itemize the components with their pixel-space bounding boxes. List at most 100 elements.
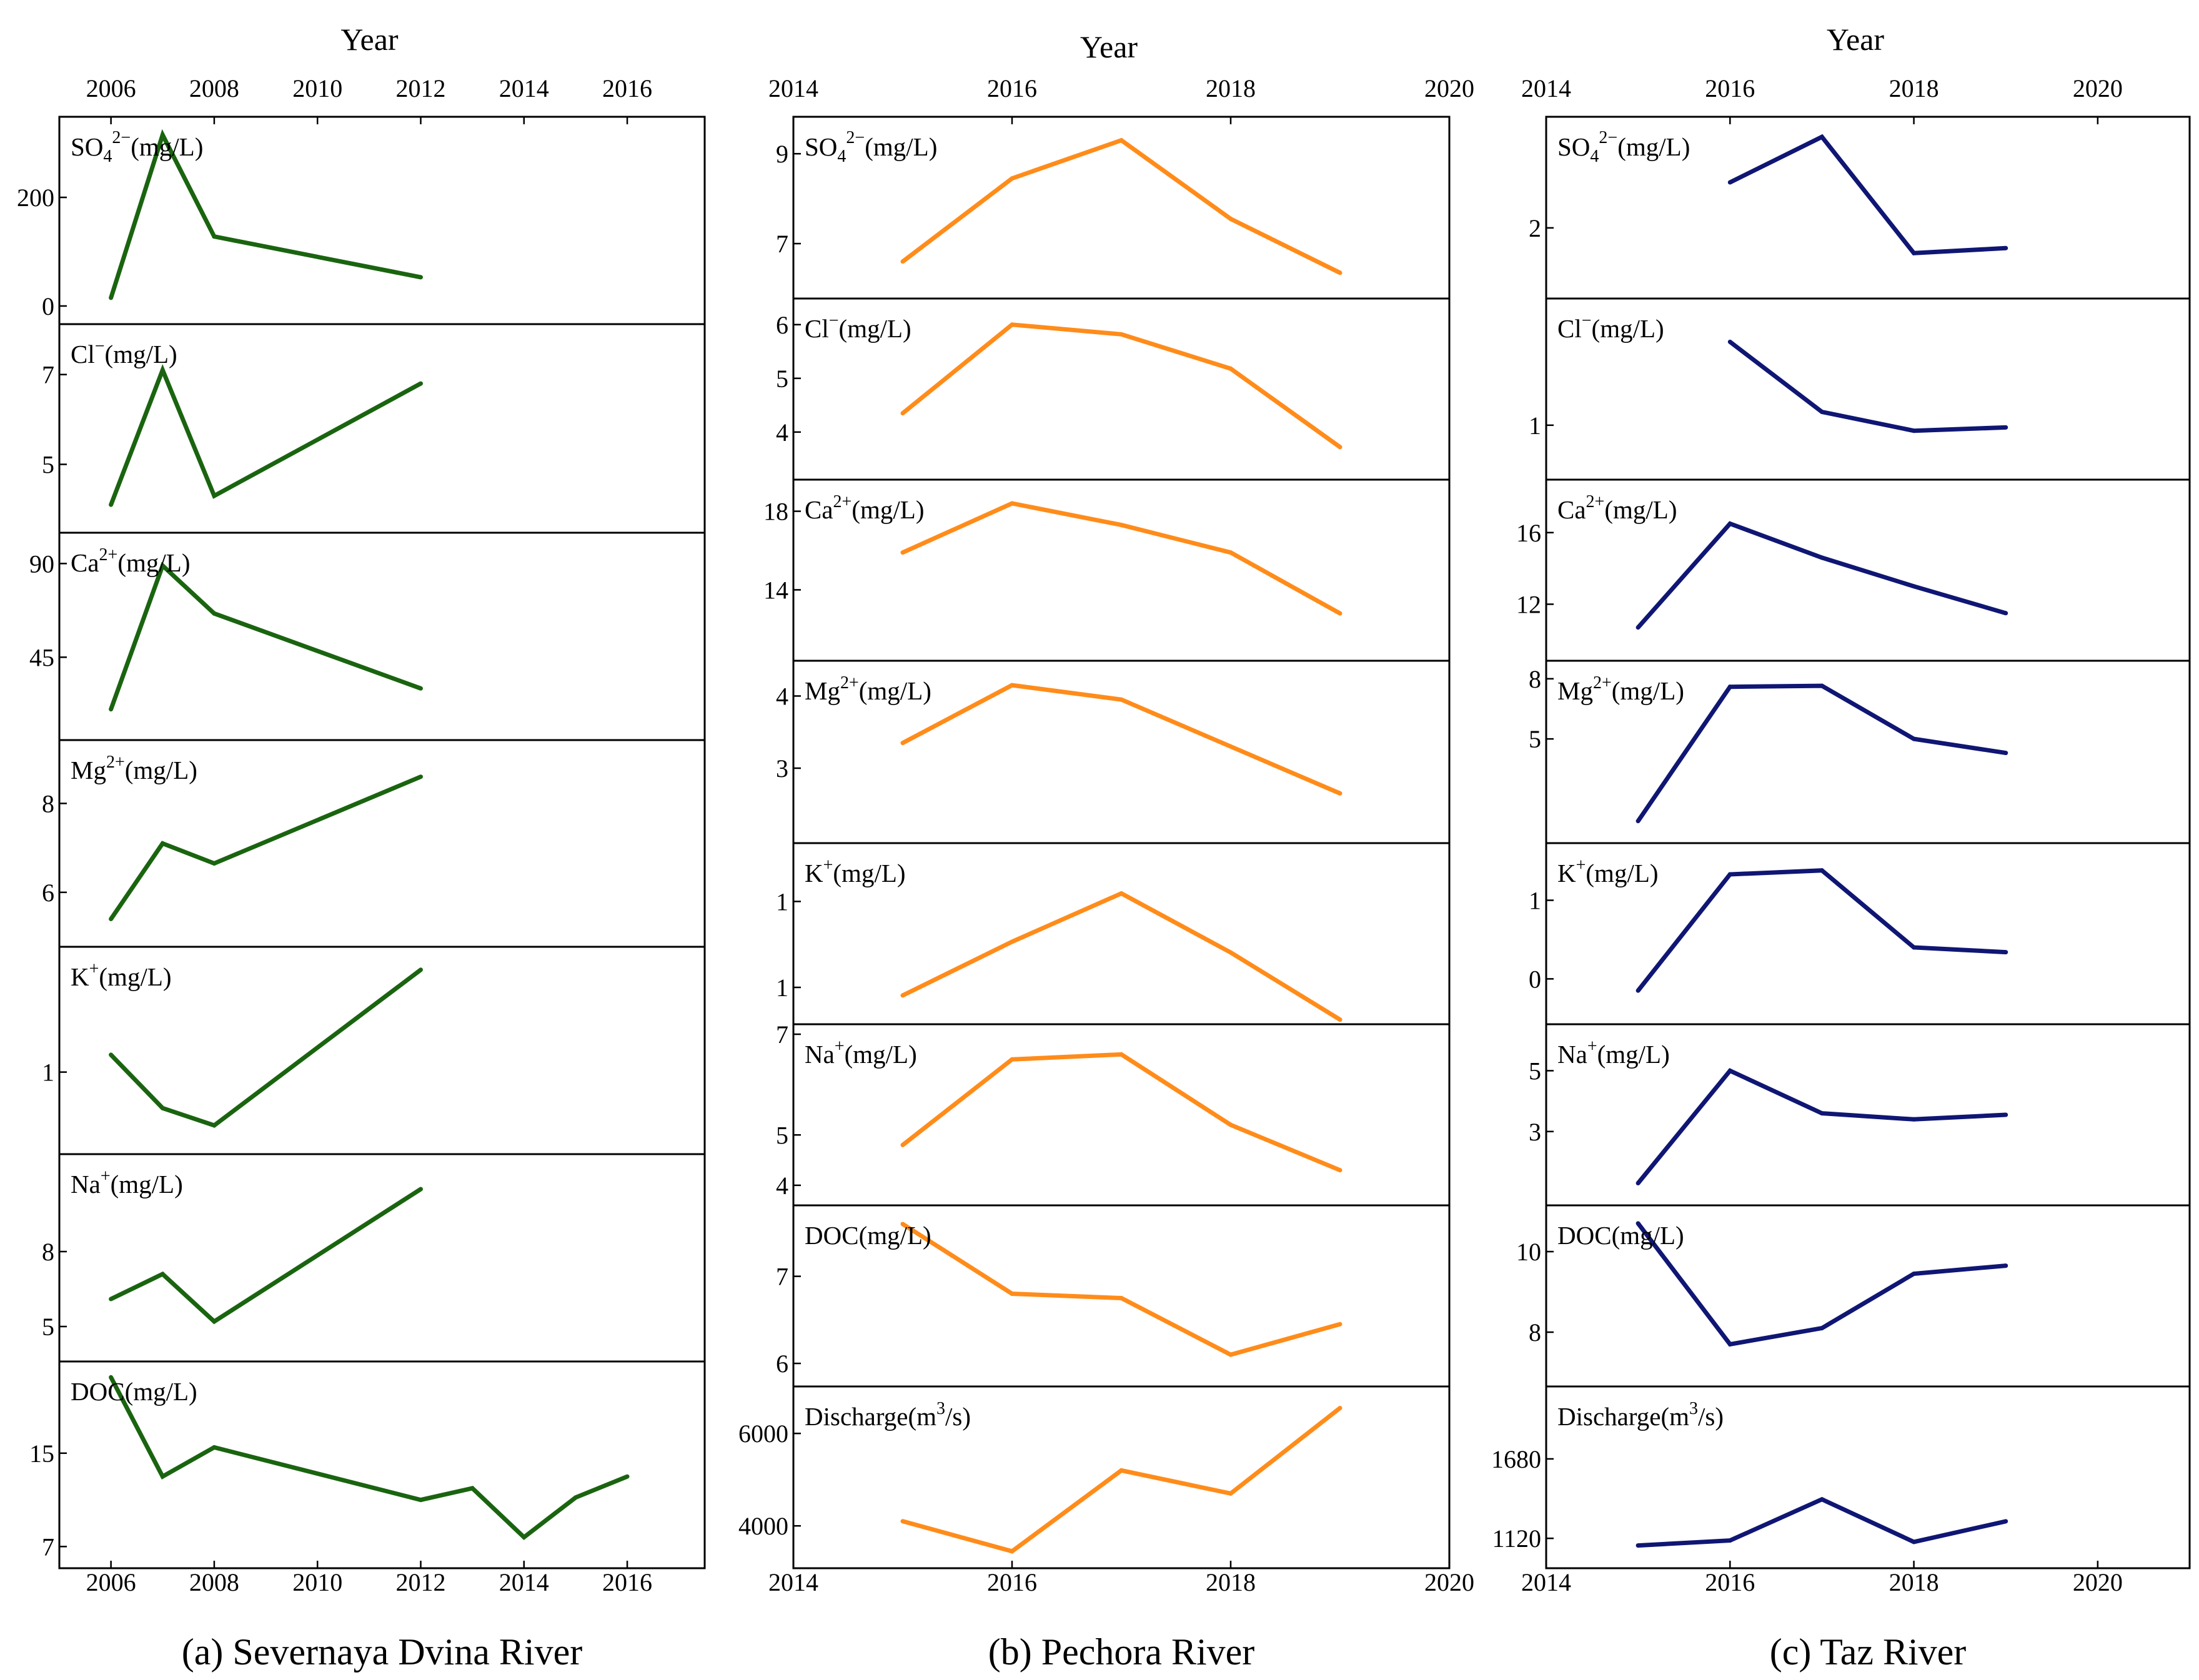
x-tick-label-top: 2010: [292, 74, 342, 102]
data-point: [1119, 523, 1124, 528]
label-sup: −: [1582, 311, 1592, 330]
data-point: [1636, 819, 1641, 824]
label-main: SO: [71, 132, 103, 161]
series-line: [109, 129, 422, 299]
data-point: [1010, 1057, 1015, 1062]
data-point: [1819, 1111, 1824, 1116]
data-point: [1819, 683, 1824, 688]
y-tick-label: 200: [17, 184, 54, 212]
data-point: [1727, 684, 1732, 689]
data-point: [212, 1123, 217, 1128]
data-point: [1636, 625, 1641, 630]
x-tick-label-top: 2008: [189, 74, 239, 102]
data-point: [900, 1222, 905, 1227]
data-point: [1338, 611, 1343, 616]
label-tail: (mg/L): [125, 756, 197, 784]
data-point: [2003, 1112, 2008, 1117]
data-point: [2003, 1263, 2008, 1268]
x-tick-label-top: 2020: [2073, 74, 2123, 102]
series-line: [109, 364, 422, 506]
data-point: [1010, 322, 1015, 327]
x-tick-label-bottom: 2014: [1521, 1568, 1571, 1596]
x-tick-label-bottom: 2010: [292, 1568, 342, 1596]
data-point: [900, 741, 905, 746]
panel-6: 4 5 7 Na+(mg/L): [776, 1020, 1343, 1200]
label-main: Mg: [1557, 676, 1593, 705]
panel-3: 14 18 Ca2+(mg/L): [763, 492, 1343, 616]
series-line: [109, 1376, 628, 1541]
label-main: Na: [805, 1040, 835, 1069]
data-point: [1010, 501, 1015, 506]
data-point: [1727, 1538, 1732, 1543]
data-point: [1228, 366, 1233, 371]
label-main: K: [805, 859, 823, 887]
label-sup: 3: [936, 1399, 945, 1418]
panel-label: Mg2+(mg/L): [71, 753, 197, 784]
y-tick-label: 10: [1516, 1238, 1541, 1266]
data-point: [1727, 339, 1732, 344]
data-point: [1119, 697, 1124, 702]
data-point: [900, 550, 905, 555]
x-tick-label-top: 2012: [395, 74, 445, 102]
panel-label: Cl−(mg/L): [1557, 311, 1664, 343]
data-point: [1228, 550, 1233, 555]
label-tail: (mg/L): [1586, 859, 1658, 887]
panel-4: 3 4 Mg2+(mg/L): [776, 673, 1343, 796]
data-point: [1912, 1117, 1917, 1122]
label-tail: (mg/L): [851, 495, 924, 524]
series-line: [1636, 1068, 2006, 1185]
y-tick-label: 7: [776, 230, 788, 258]
data-point: [1119, 891, 1124, 896]
label-sub: 4: [103, 147, 112, 166]
label-sup: +: [823, 856, 833, 875]
label-main: Mg: [805, 676, 840, 705]
label-main: DOC: [1557, 1221, 1612, 1250]
data-point: [900, 1519, 905, 1524]
label-sup: 2−: [846, 128, 865, 147]
x-tick-label-bottom: 2014: [768, 1568, 818, 1596]
chart-3: 20142014201620162018201820202020Year(c) …: [1491, 22, 2191, 1673]
data-point: [1819, 1497, 1824, 1502]
panel-label: DOC(mg/L): [805, 1221, 931, 1250]
data-point: [1912, 1272, 1917, 1276]
x-axis-title: Year: [1827, 22, 1884, 57]
y-tick-label: 6: [776, 311, 788, 339]
data-point: [470, 1486, 475, 1491]
x-tick-label-top: 2014: [1521, 74, 1571, 102]
label-main: SO: [805, 132, 837, 161]
data-point: [109, 707, 114, 712]
y-tick-label: 5: [776, 1121, 788, 1149]
data-point: [1912, 736, 1917, 741]
data-point: [1119, 332, 1124, 337]
label-sup: +: [1587, 1037, 1597, 1056]
y-tick-label: 7: [42, 361, 54, 389]
x-tick-label-bottom: 2012: [395, 1568, 445, 1596]
data-point: [1338, 1017, 1343, 1022]
data-point: [900, 993, 905, 998]
y-tick-label: 1: [1529, 887, 1541, 915]
data-point: [1228, 217, 1233, 221]
data-point: [212, 493, 217, 498]
data-point: [109, 502, 114, 507]
panel-label: Mg2+(mg/L): [1557, 673, 1684, 705]
data-point: [1727, 1068, 1732, 1073]
data-point: [160, 1474, 165, 1479]
panel-2: 4 5 6 Cl−(mg/L): [776, 311, 1343, 450]
label-main: K: [1557, 859, 1576, 887]
series-line: [901, 322, 1342, 449]
x-tick-label-bottom: 2016: [987, 1568, 1037, 1596]
chart-2: 2014 2014 2016 2016 2018 2018 2020 2020 Year (b) …: [738, 29, 1474, 1673]
label-tail: /s): [1698, 1402, 1724, 1431]
data-point: [109, 917, 114, 921]
series-line: [1729, 134, 2006, 255]
label-tail: (mg/L): [111, 1170, 183, 1198]
label-tail: (mg/L): [859, 676, 931, 705]
data-point: [1119, 1052, 1124, 1057]
y-tick-label: 1: [1529, 412, 1541, 440]
y-tick-label: 90: [29, 550, 54, 578]
x-tick-label-top: 2016: [1705, 74, 1755, 102]
y-tick-label: 8: [1529, 665, 1541, 693]
x-tick-label-top: 2014: [768, 74, 818, 102]
data-point: [109, 1297, 114, 1302]
